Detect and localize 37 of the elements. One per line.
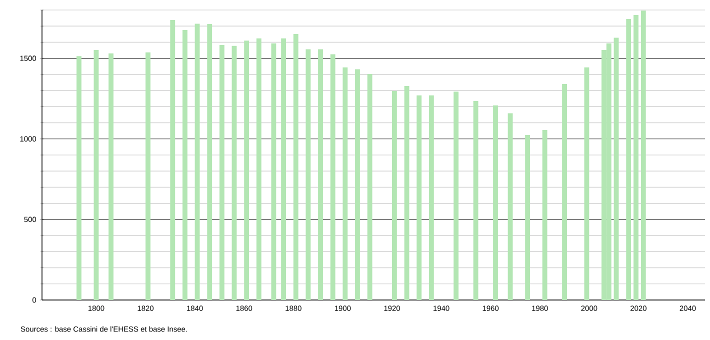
bar	[404, 86, 410, 300]
bar	[428, 95, 434, 300]
bar	[626, 19, 632, 300]
bar	[146, 52, 150, 300]
bar	[94, 50, 99, 300]
bar	[342, 67, 348, 300]
bar	[293, 34, 298, 300]
bar	[634, 14, 638, 300]
bar	[271, 43, 276, 300]
bar	[182, 30, 188, 300]
bar	[219, 44, 224, 300]
bar	[256, 38, 262, 300]
bar	[525, 135, 530, 300]
bar	[194, 24, 200, 300]
bar	[454, 92, 459, 300]
bar	[108, 53, 114, 300]
bar	[330, 54, 336, 300]
bar	[584, 67, 590, 300]
bar	[170, 20, 176, 300]
bar	[508, 113, 513, 300]
bar	[640, 10, 646, 300]
bar	[281, 38, 286, 300]
bar	[232, 46, 237, 300]
bar	[416, 95, 422, 300]
bar	[473, 101, 478, 300]
bar	[542, 130, 548, 300]
bar	[392, 91, 397, 300]
bar	[318, 49, 323, 300]
bar	[493, 105, 498, 300]
bar	[207, 24, 212, 300]
bar	[355, 69, 360, 300]
bar	[244, 40, 250, 300]
bar	[614, 38, 619, 300]
bar	[367, 74, 372, 300]
bar	[562, 84, 567, 300]
bar	[76, 56, 82, 300]
bar	[306, 49, 311, 300]
